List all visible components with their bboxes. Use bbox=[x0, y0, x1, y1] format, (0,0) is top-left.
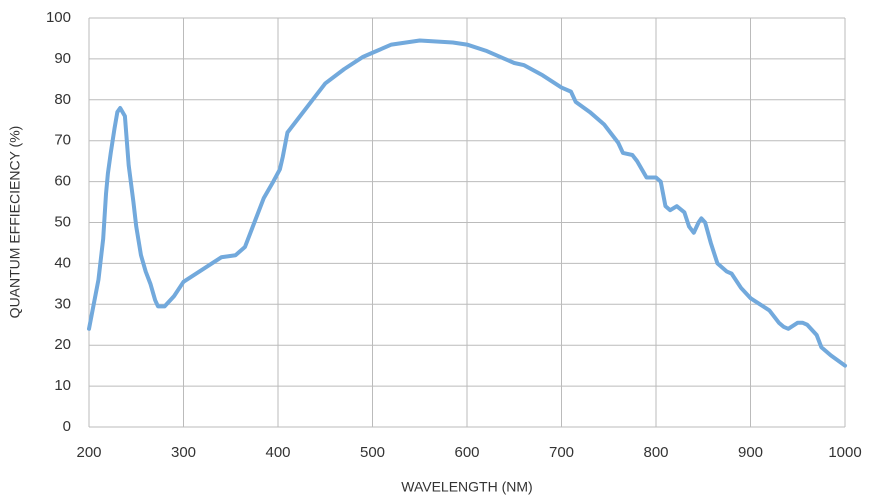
x-tick-label: 900 bbox=[738, 444, 763, 461]
y-tick-label: 80 bbox=[54, 91, 71, 108]
y-tick-label: 40 bbox=[54, 254, 71, 271]
x-tick-label: 400 bbox=[265, 444, 290, 461]
y-tick-label: 50 bbox=[54, 213, 71, 230]
data-line bbox=[87, 38, 847, 368]
x-tick-label: 300 bbox=[171, 444, 196, 461]
y-tick-label: 30 bbox=[54, 295, 71, 312]
x-tick-label: 700 bbox=[549, 444, 574, 461]
y-axis-title: QUANTUM EFFIECIENCY (%) bbox=[7, 126, 23, 319]
y-tick-label: 10 bbox=[54, 377, 71, 394]
y-tick-label: 70 bbox=[54, 132, 71, 149]
y-tick-label: 0 bbox=[63, 418, 71, 435]
y-tick-label: 20 bbox=[54, 336, 71, 353]
y-tick-label: 90 bbox=[54, 50, 71, 67]
x-axis-title: WAVELENGTH (NM) bbox=[401, 479, 532, 495]
y-tick-label: 100 bbox=[46, 9, 71, 26]
x-tick-label: 200 bbox=[76, 444, 101, 461]
x-tick-label: 500 bbox=[360, 444, 385, 461]
x-tick-label: 1000 bbox=[828, 444, 861, 461]
x-tick-label: 800 bbox=[643, 444, 668, 461]
y-tick-label: 60 bbox=[54, 173, 71, 190]
x-tick-label: 600 bbox=[454, 444, 479, 461]
